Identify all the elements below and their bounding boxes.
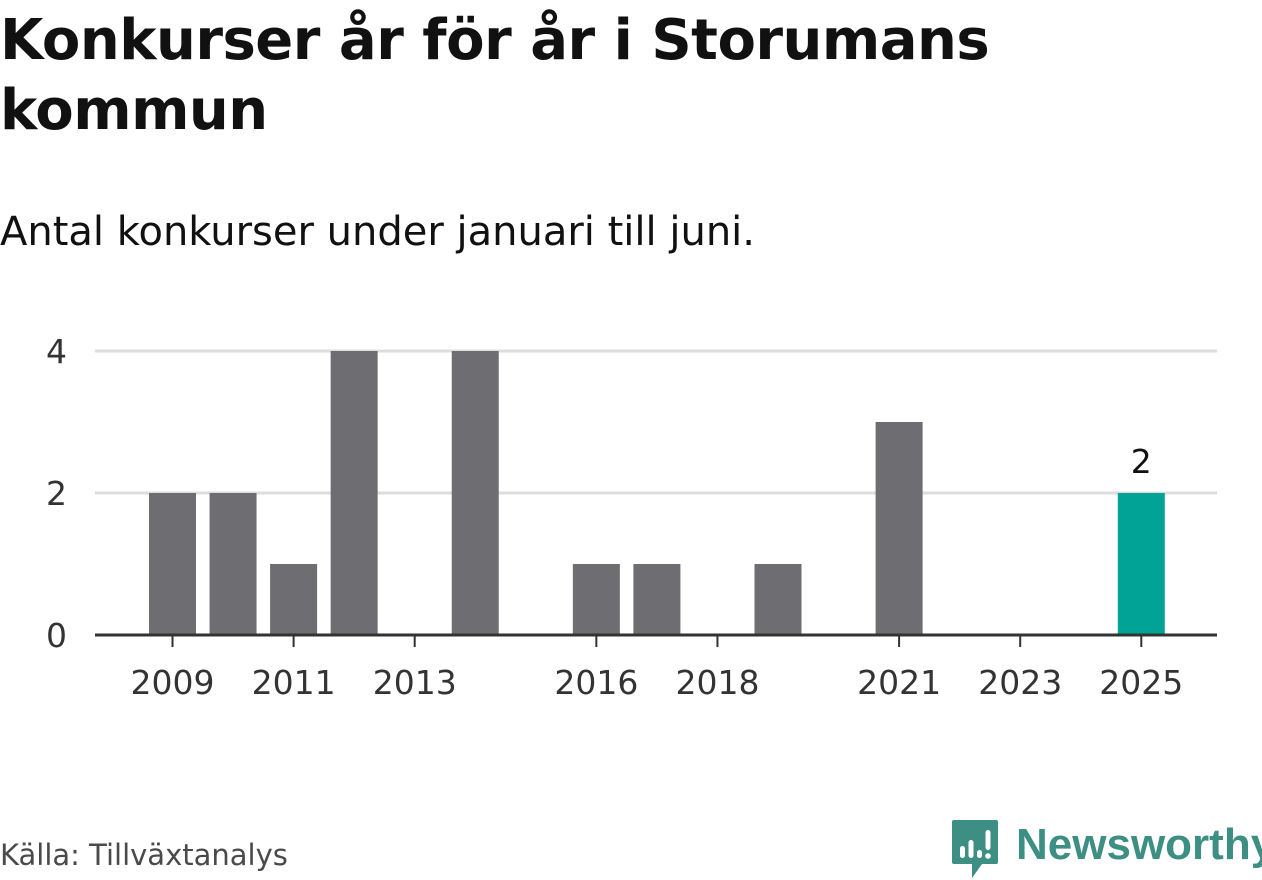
bar-2025 — [1117, 493, 1165, 635]
labels: 0 2 4 2009 2011 2013 2016 2018 2021 2023 2025 2 — [46, 332, 1183, 702]
newsworthy-logo-icon — [952, 820, 998, 878]
x-tick-label: 2021 — [857, 663, 941, 702]
brand: Newsworthy — [950, 818, 1262, 880]
x-tick-label: 2011 — [252, 663, 336, 702]
bar-2009 — [149, 493, 196, 635]
x-tick-label: 2025 — [1099, 663, 1183, 702]
bar-2014 — [451, 351, 499, 635]
bar-2017 — [633, 564, 681, 635]
bar-2010 — [209, 493, 257, 635]
x-tick-label: 2013 — [373, 663, 457, 702]
data-label: 2 — [1131, 442, 1152, 481]
chart-subtitle: Antal konkurser under januari till juni. — [0, 209, 755, 255]
bar-2012 — [330, 351, 378, 635]
x-tick-label: 2023 — [978, 663, 1062, 702]
brand-name: Newsworthy — [1016, 820, 1262, 869]
x-tick-label: 2016 — [554, 663, 638, 702]
x-tick-label: 2009 — [131, 663, 215, 702]
x-tick-label: 2018 — [675, 663, 759, 702]
y-tick-label: 4 — [46, 332, 67, 371]
bar-2019 — [754, 564, 802, 635]
y-tick-label: 2 — [46, 474, 67, 513]
bar-2021 — [875, 422, 923, 635]
gridlines — [95, 349, 1217, 495]
bar-2011 — [270, 564, 318, 635]
source-note: Källa: Tillväxtanalys — [0, 838, 288, 872]
x-axis — [95, 633, 1217, 647]
bar-2016 — [572, 564, 620, 635]
y-tick-label: 0 — [46, 616, 67, 655]
chart-title: Konkurser år för år i Storumans kommun — [0, 8, 990, 143]
bars — [149, 351, 1165, 635]
